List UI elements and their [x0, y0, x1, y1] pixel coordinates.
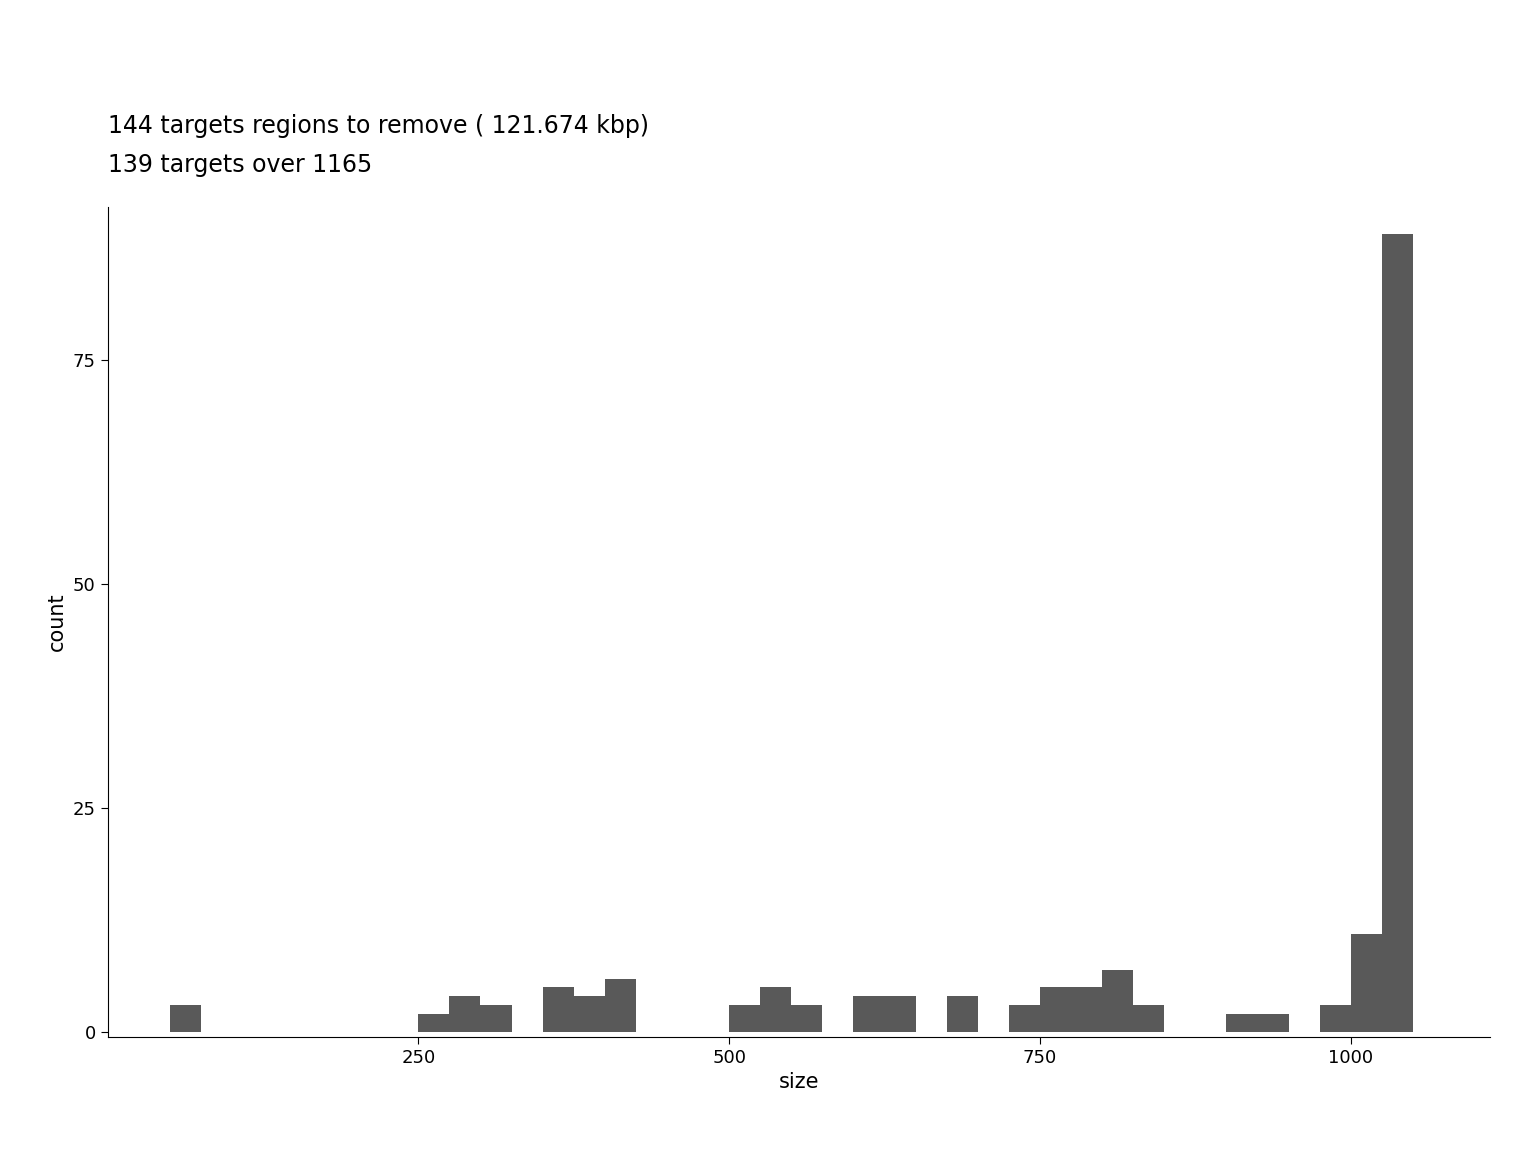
Bar	[1009, 1006, 1040, 1032]
Bar	[1101, 970, 1134, 1032]
Bar	[760, 987, 791, 1032]
Bar	[1258, 1015, 1289, 1032]
Text: 144 targets regions to remove ( 121.674 kbp): 144 targets regions to remove ( 121.674 …	[108, 114, 648, 138]
Bar	[1382, 234, 1413, 1032]
Bar	[730, 1006, 760, 1032]
Bar	[885, 996, 915, 1032]
Bar	[946, 996, 978, 1032]
Bar	[1350, 933, 1382, 1032]
Y-axis label: count: count	[48, 593, 68, 651]
Bar	[169, 1006, 201, 1032]
X-axis label: size: size	[779, 1073, 819, 1092]
Bar	[574, 996, 605, 1032]
Text: 139 targets over 1165: 139 targets over 1165	[108, 153, 372, 176]
Bar	[1040, 987, 1071, 1032]
Bar	[1226, 1015, 1258, 1032]
Bar	[854, 996, 885, 1032]
Bar	[1134, 1006, 1164, 1032]
Bar	[481, 1006, 511, 1032]
Bar	[791, 1006, 822, 1032]
Bar	[542, 987, 574, 1032]
Bar	[1071, 987, 1101, 1032]
Bar	[418, 1015, 450, 1032]
Bar	[450, 996, 481, 1032]
Bar	[605, 978, 636, 1032]
Bar	[1319, 1006, 1350, 1032]
